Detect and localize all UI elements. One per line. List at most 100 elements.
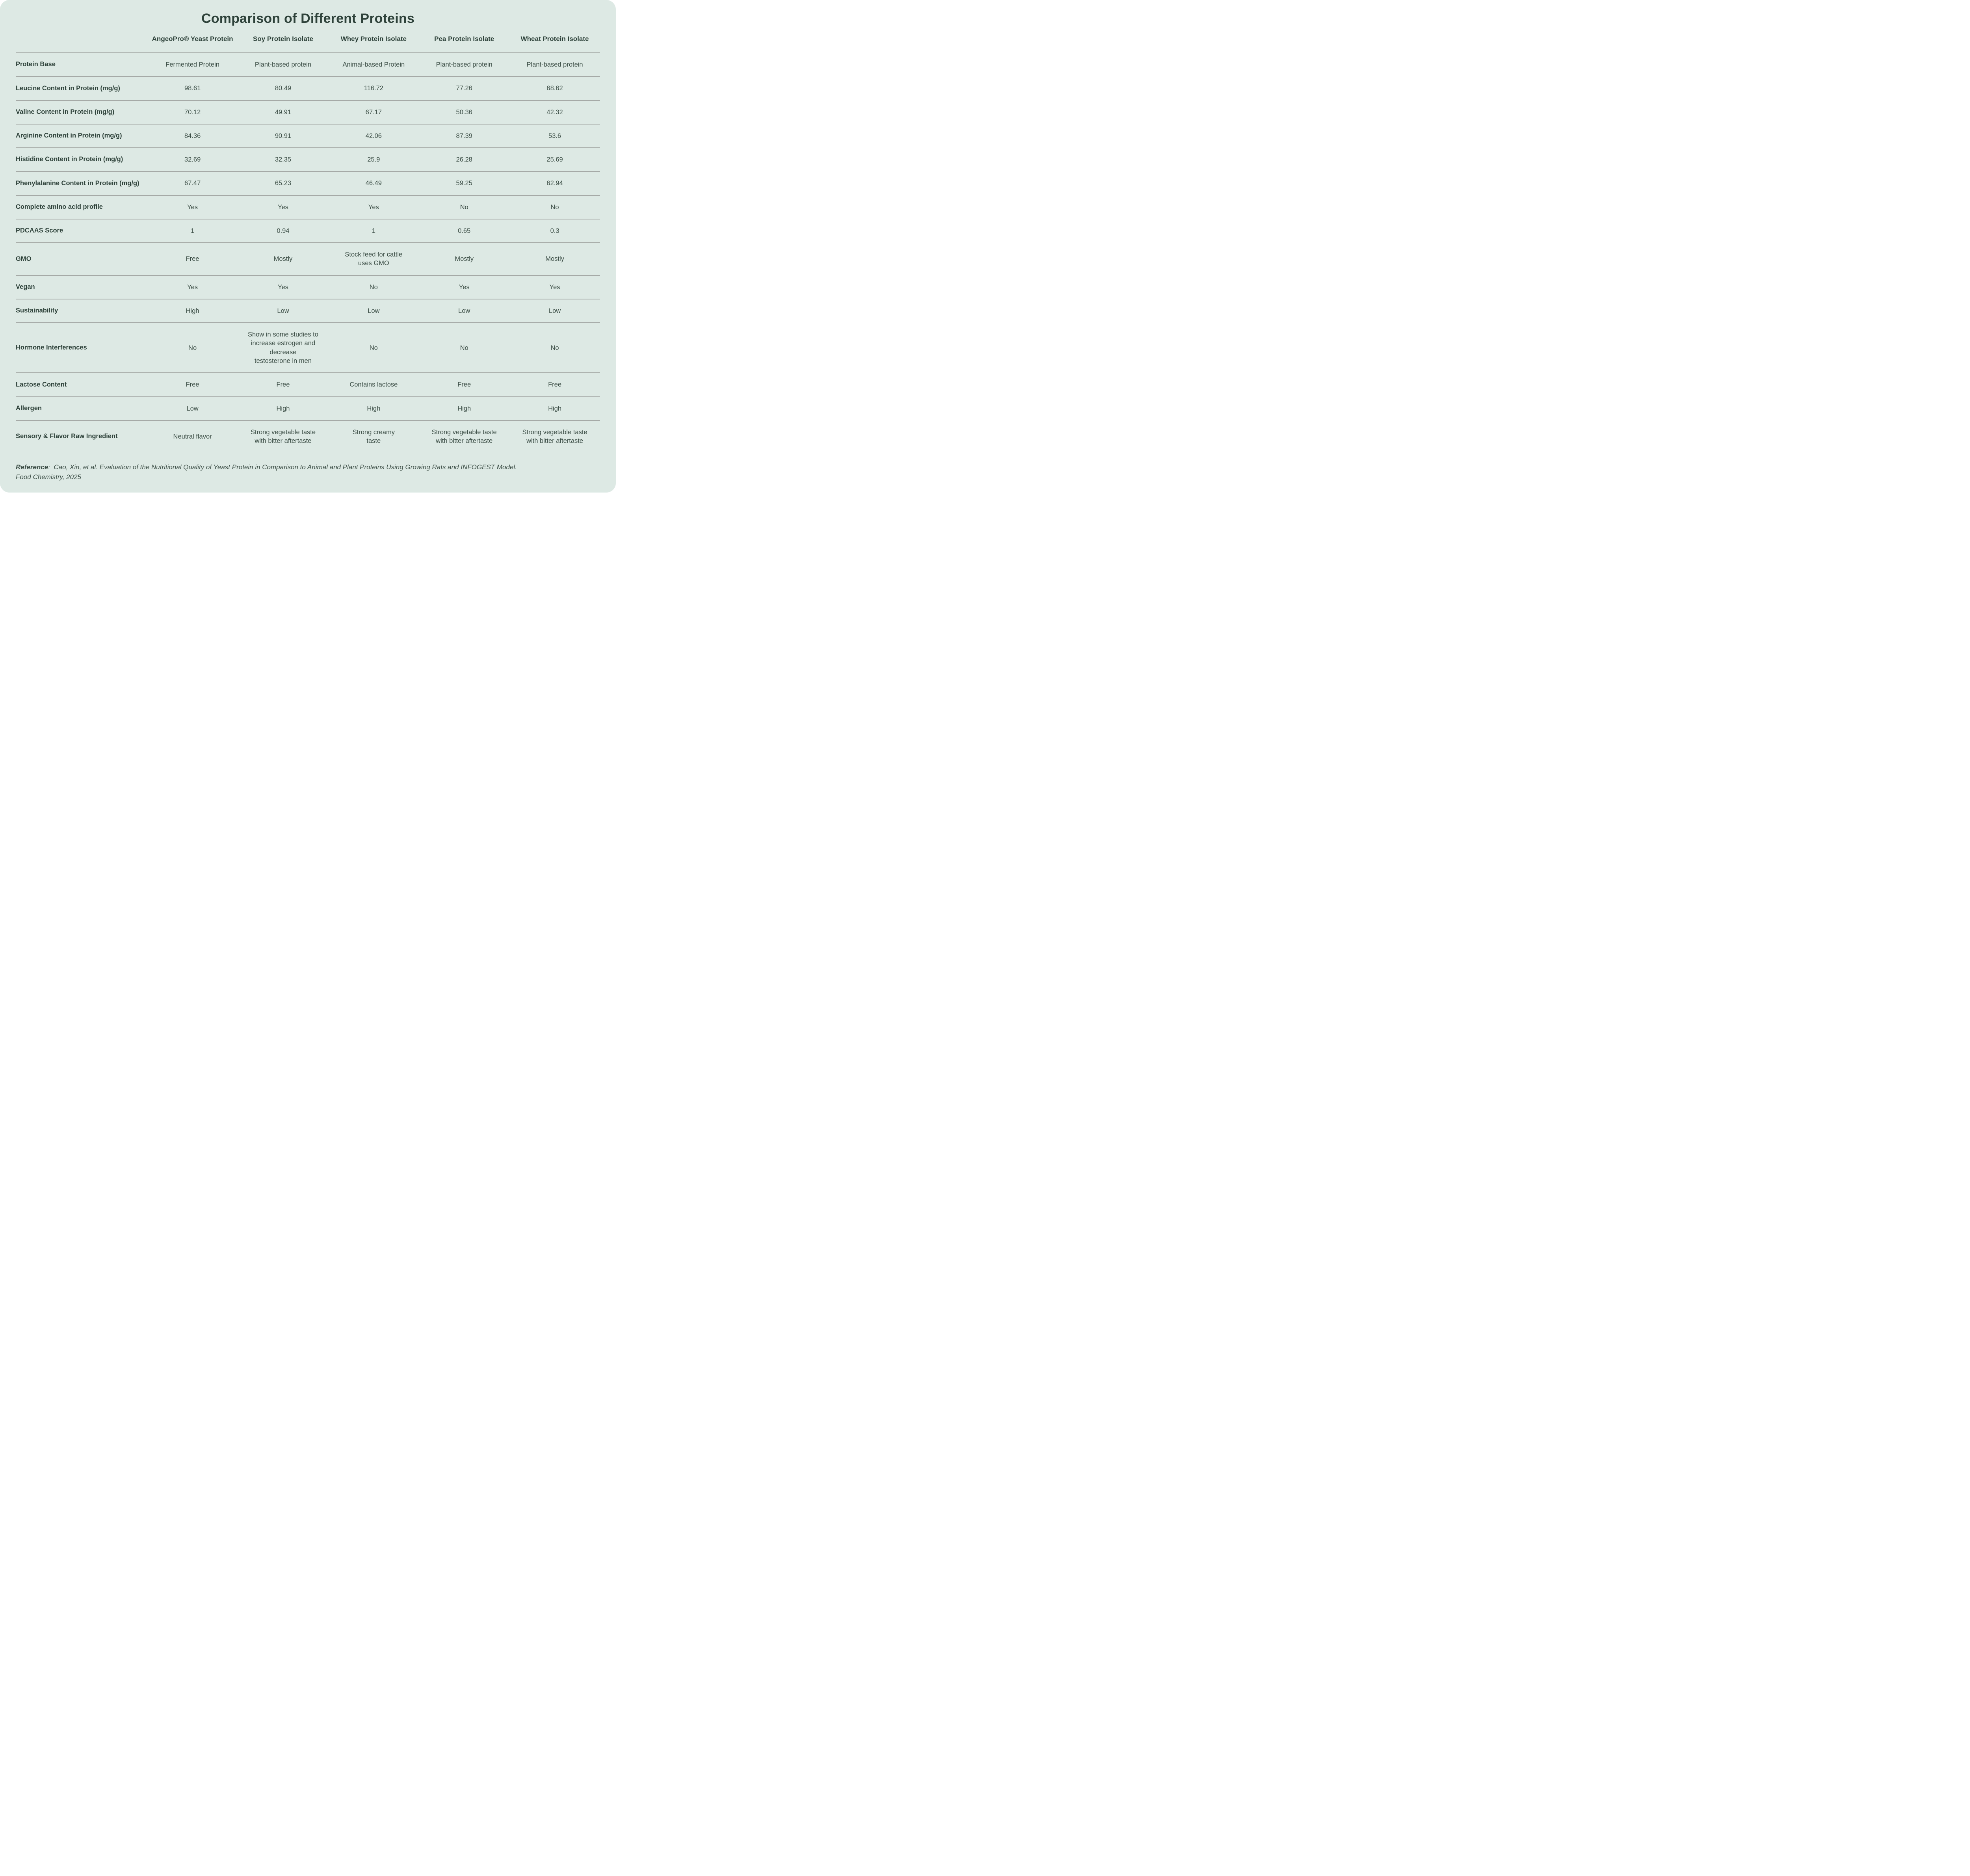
table-cell: 0.3 xyxy=(550,227,559,234)
table-cell: Stock feed for cattle uses GMO xyxy=(345,251,403,267)
table-row: PDCAAS Score 1 0.94 1 0.65 0.3 xyxy=(16,219,600,243)
table-cell: Free xyxy=(276,381,290,389)
table-cell: Mostly xyxy=(273,255,293,263)
table-row: Complete amino acid profile Yes Yes Yes … xyxy=(16,195,600,219)
table-cell: High xyxy=(276,405,290,412)
table-cell: Plant-based protein xyxy=(255,61,312,68)
column-header-angeopro: AngeoPro® Yeast Protein xyxy=(152,35,233,43)
table-cell: Plant-based protein xyxy=(436,61,492,68)
table-cell: Free xyxy=(186,381,199,389)
table-row: Sensory & Flavor Raw Ingredient Neutral … xyxy=(16,420,600,453)
table-cell: High xyxy=(548,405,562,412)
table-cell: Yes xyxy=(187,203,198,211)
table-cell: Show in some studies to increase estroge… xyxy=(248,331,318,364)
table-row: Arginine Content in Protein (mg/g) 84.36… xyxy=(16,124,600,148)
table-row: Leucine Content in Protein (mg/g) 98.61 … xyxy=(16,76,600,100)
table-cell: Strong vegetable taste with bitter after… xyxy=(522,428,587,445)
table-cell: No xyxy=(460,203,468,211)
table-cell: Yes xyxy=(187,283,198,291)
table-cell: Low xyxy=(458,307,470,314)
column-header-soy: Soy Protein Isolate xyxy=(253,35,313,43)
table-cell: 87.39 xyxy=(456,132,472,139)
table-cell: Free xyxy=(548,381,562,389)
table-row: Lactose Content Free Free Contains lacto… xyxy=(16,373,600,396)
row-label: Protein Base xyxy=(16,61,56,68)
reference-note: Reference: Cao, Xin, et al. Evaluation o… xyxy=(16,463,600,482)
table-row: Vegan Yes Yes No Yes Yes xyxy=(16,275,600,299)
table-cell: Yes xyxy=(459,283,470,291)
table-cell: High xyxy=(186,307,199,314)
table-cell: 84.36 xyxy=(184,132,201,139)
table-cell: Neutral flavor xyxy=(173,433,212,440)
table-cell: Free xyxy=(186,255,199,263)
table-cell: 65.23 xyxy=(275,180,292,187)
row-label: Complete amino acid profile xyxy=(16,203,103,210)
table-cell: Strong vegetable taste with bitter after… xyxy=(431,428,497,445)
table-row: Histidine Content in Protein (mg/g) 32.6… xyxy=(16,148,600,171)
comparison-card: Comparison of Different Proteins AngeoPr… xyxy=(0,0,616,493)
table-cell: 0.94 xyxy=(277,227,290,234)
table-cell: High xyxy=(367,405,381,412)
table-cell: No xyxy=(369,283,378,291)
table-cell: Contains lactose xyxy=(349,381,398,389)
reference-text: Cao, Xin, et al. Evaluation of the Nutri… xyxy=(16,463,517,481)
table-cell: 68.62 xyxy=(546,85,563,92)
table-cell: High xyxy=(457,405,471,412)
table-row: Allergen Low High High High High xyxy=(16,396,600,420)
row-label: Sensory & Flavor Raw Ingredient xyxy=(16,433,118,440)
table-cell: 32.69 xyxy=(184,156,201,164)
row-label: Vegan xyxy=(16,283,35,291)
table-cell: 26.28 xyxy=(456,156,472,164)
table-cell: Yes xyxy=(278,203,288,211)
table-cell: No xyxy=(550,203,559,211)
table-row: Phenylalanine Content in Protein (mg/g) … xyxy=(16,171,600,195)
table-cell: 1 xyxy=(372,227,375,234)
table-cell: 77.26 xyxy=(456,85,472,92)
table-cell: 32.35 xyxy=(275,156,292,164)
table-cell: 80.49 xyxy=(275,85,292,92)
comparison-table: AngeoPro® Yeast Protein Soy Protein Isol… xyxy=(16,33,600,452)
row-label: Histidine Content in Protein (mg/g) xyxy=(16,156,123,163)
table-cell: 1 xyxy=(191,227,195,234)
row-label: PDCAAS Score xyxy=(16,227,63,234)
table-cell: 116.72 xyxy=(364,85,383,92)
table-cell: 25.69 xyxy=(546,156,563,164)
row-label: Leucine Content in Protein (mg/g) xyxy=(16,84,120,92)
table-cell: 53.6 xyxy=(548,132,561,139)
row-label: Valine Content in Protein (mg/g) xyxy=(16,108,115,115)
table-cell: 50.36 xyxy=(456,108,472,116)
table-cell: Strong vegetable taste with bitter after… xyxy=(250,428,316,445)
table-cell: Yes xyxy=(278,283,288,291)
table-row: Protein Base Fermented Protein Plant-bas… xyxy=(16,53,600,76)
table-cell: Free xyxy=(457,381,471,389)
row-label: Lactose Content xyxy=(16,381,67,388)
table-cell: Low xyxy=(277,307,289,314)
row-label: GMO xyxy=(16,255,32,262)
table-cell: Low xyxy=(548,307,561,314)
table-cell: No xyxy=(460,344,468,351)
column-header-pea: Pea Protein Isolate xyxy=(434,35,494,43)
row-label: Arginine Content in Protein (mg/g) xyxy=(16,132,122,139)
table-cell: 67.17 xyxy=(365,108,382,116)
column-header-whey: Whey Protein Isolate xyxy=(340,35,407,43)
row-label: Phenylalanine Content in Protein (mg/g) xyxy=(16,179,139,187)
table-row: Valine Content in Protein (mg/g) 70.12 4… xyxy=(16,100,600,124)
table-row: GMO Free Mostly Stock feed for cattle us… xyxy=(16,243,600,275)
table-cell: 90.91 xyxy=(275,132,292,139)
table-cell: Fermented Protein xyxy=(165,61,219,68)
table-row: Hormone Interferences No Show in some st… xyxy=(16,323,600,373)
reference-label: Reference xyxy=(16,463,48,471)
table-cell: No xyxy=(369,344,378,351)
reference-colon: : xyxy=(48,463,50,471)
row-label: Sustainability xyxy=(16,307,58,314)
table-cell: No xyxy=(550,344,559,351)
row-label: Allergen xyxy=(16,404,42,412)
table-cell: 98.61 xyxy=(184,85,201,92)
header-row: AngeoPro® Yeast Protein Soy Protein Isol… xyxy=(16,33,600,53)
table-cell: Mostly xyxy=(455,255,474,263)
table-cell: 0.65 xyxy=(458,227,471,234)
column-header-wheat: Wheat Protein Isolate xyxy=(520,35,589,43)
table-cell: 59.25 xyxy=(456,180,472,187)
table-cell: 46.49 xyxy=(365,180,382,187)
table-cell: Animal-based Protein xyxy=(342,61,405,68)
